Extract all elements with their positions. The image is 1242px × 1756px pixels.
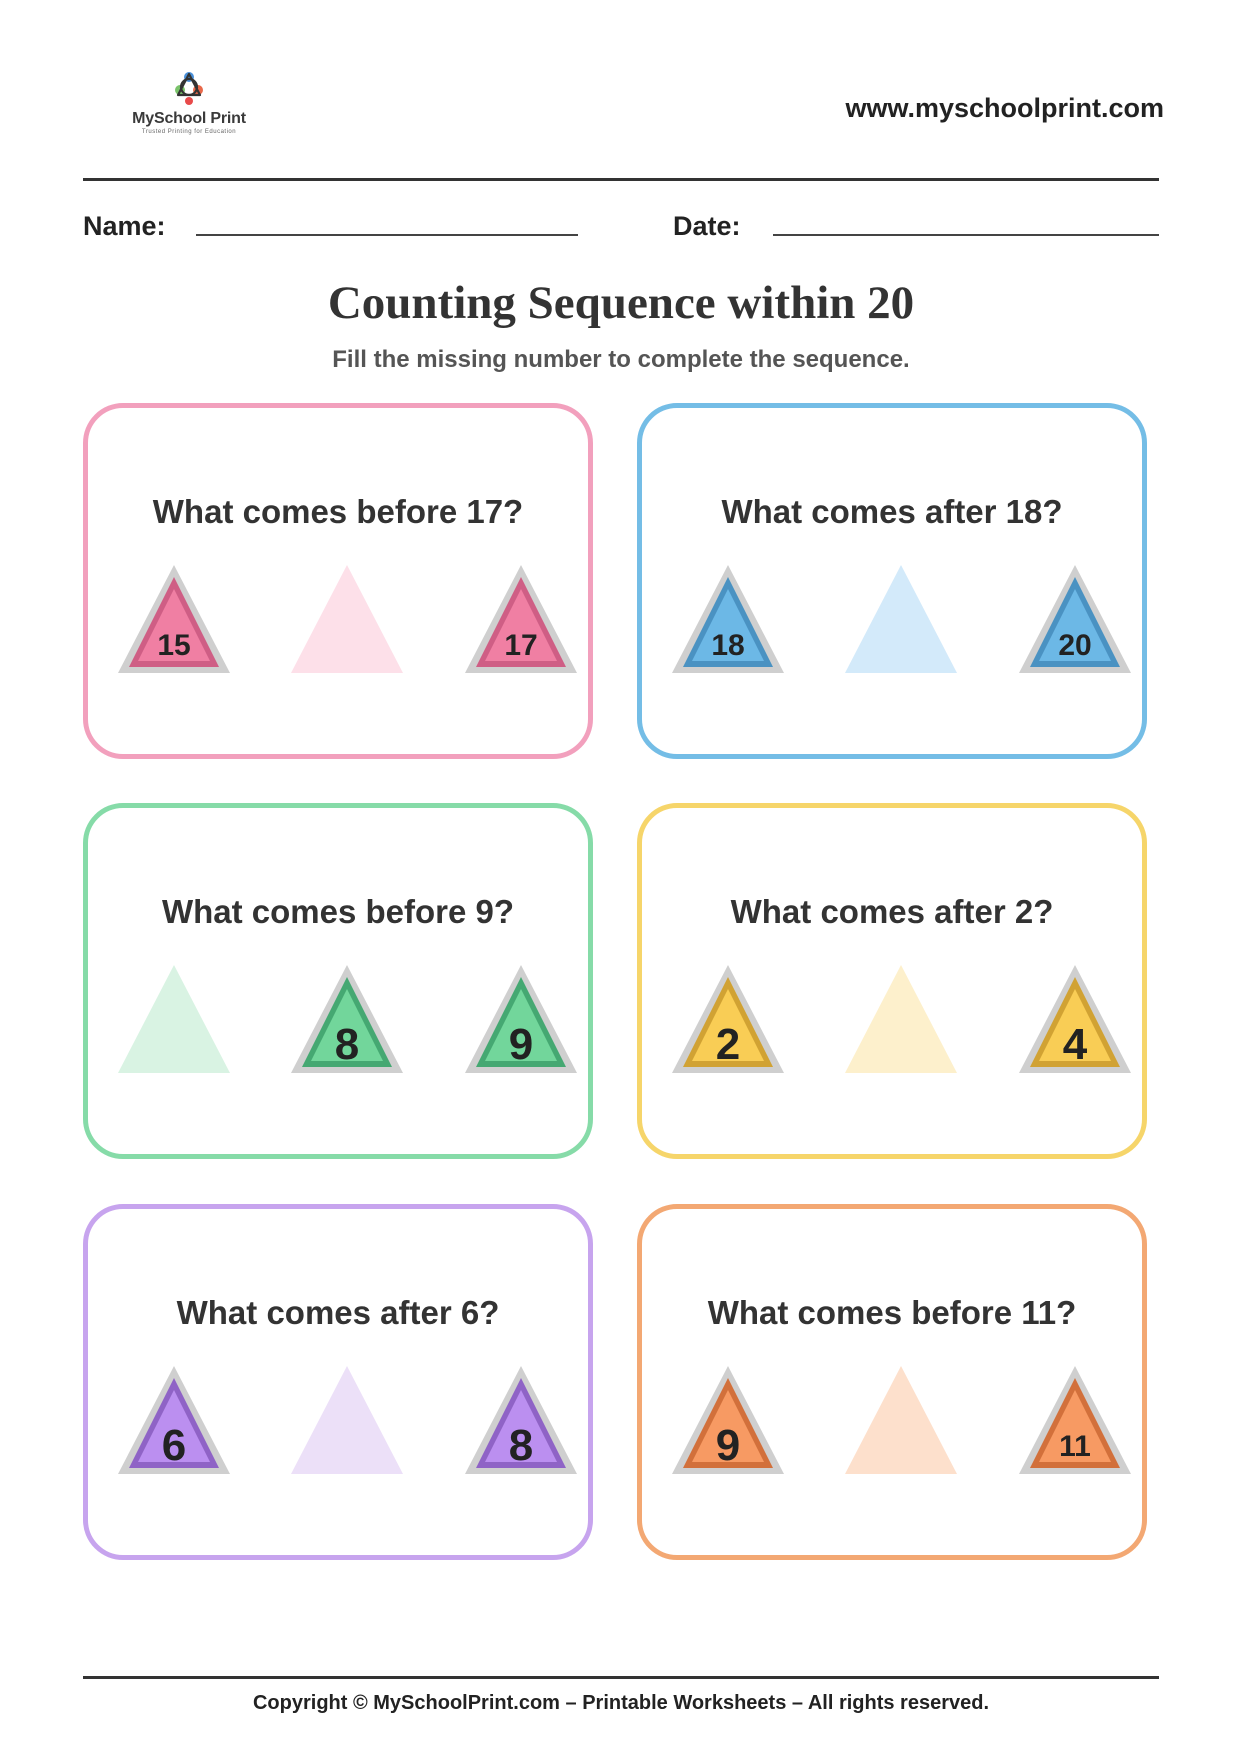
sequence-number: 9 xyxy=(508,1020,534,1069)
name-line xyxy=(196,234,578,236)
sequence-number: 2 xyxy=(715,1020,741,1069)
number-triangle: 9 xyxy=(463,963,579,1075)
answer-blank-triangle[interactable] xyxy=(843,963,959,1075)
sequence-number: 20 xyxy=(1058,629,1092,662)
question-text: What comes after 6? xyxy=(176,1294,500,1331)
sequence-number: 9 xyxy=(715,1421,741,1470)
number-triangle: 6 xyxy=(116,1364,232,1476)
logo: MySchool Print Trusted Printing for Educ… xyxy=(128,68,250,135)
sequence-number: 18 xyxy=(711,629,745,662)
question-card: What comes before 17? 15 17 xyxy=(83,403,593,759)
answer-blank-triangle[interactable] xyxy=(843,1364,959,1476)
number-triangle: 17 xyxy=(463,563,579,675)
sequence-number: 6 xyxy=(161,1421,187,1470)
question-text: What comes before 17? xyxy=(152,493,524,530)
answer-blank-triangle[interactable] xyxy=(289,1364,405,1476)
question-text: What comes before 9? xyxy=(161,893,515,930)
number-triangle: 11 xyxy=(1017,1364,1133,1476)
number-triangle: 8 xyxy=(289,963,405,1075)
sequence-number: 4 xyxy=(1062,1020,1088,1069)
question-card: What comes before 9? 8 9 xyxy=(83,803,593,1159)
question-text: What comes after 18? xyxy=(721,493,1063,530)
sequence-number: 8 xyxy=(508,1421,534,1470)
logo-tagline: Trusted Printing for Education xyxy=(141,129,237,135)
page-title: Counting Sequence within 20 xyxy=(327,277,915,329)
number-triangle: 20 xyxy=(1017,563,1133,675)
sequence-number: 11 xyxy=(1059,1430,1091,1463)
number-triangle: 9 xyxy=(670,1364,786,1476)
question-text: What comes before 11? xyxy=(707,1294,1077,1331)
sequence-number: 8 xyxy=(334,1020,360,1069)
header-divider xyxy=(83,178,1159,181)
number-triangle: 4 xyxy=(1017,963,1133,1075)
sequence-number: 15 xyxy=(157,629,191,662)
footer-copyright: Copyright © MySchoolPrint.com – Printabl… xyxy=(252,1692,990,1714)
question-card: What comes after 18? 18 20 xyxy=(637,403,1147,759)
name-label: Name: xyxy=(83,211,166,241)
question-card: What comes before 11? 9 11 xyxy=(637,1204,1147,1560)
answer-blank-triangle[interactable] xyxy=(843,563,959,675)
question-card: What comes after 6? 6 8 xyxy=(83,1204,593,1560)
number-triangle: 2 xyxy=(670,963,786,1075)
date-line xyxy=(773,234,1159,236)
page-subtitle: Fill the missing number to complete the … xyxy=(332,346,910,373)
date-label: Date: xyxy=(673,211,741,241)
footer-divider xyxy=(83,1676,1159,1679)
answer-blank-triangle[interactable] xyxy=(116,963,232,1075)
logo-name: MySchool Print xyxy=(132,110,246,127)
website-url: www.myschoolprint.com xyxy=(845,93,1164,123)
answer-blank-triangle[interactable] xyxy=(289,563,405,675)
sequence-number: 17 xyxy=(504,629,538,662)
number-triangle: 15 xyxy=(116,563,232,675)
number-triangle: 18 xyxy=(670,563,786,675)
logo-icon xyxy=(175,72,203,105)
question-text: What comes after 2? xyxy=(730,893,1054,930)
number-triangle: 8 xyxy=(463,1364,579,1476)
question-card: What comes after 2? 2 4 xyxy=(637,803,1147,1159)
